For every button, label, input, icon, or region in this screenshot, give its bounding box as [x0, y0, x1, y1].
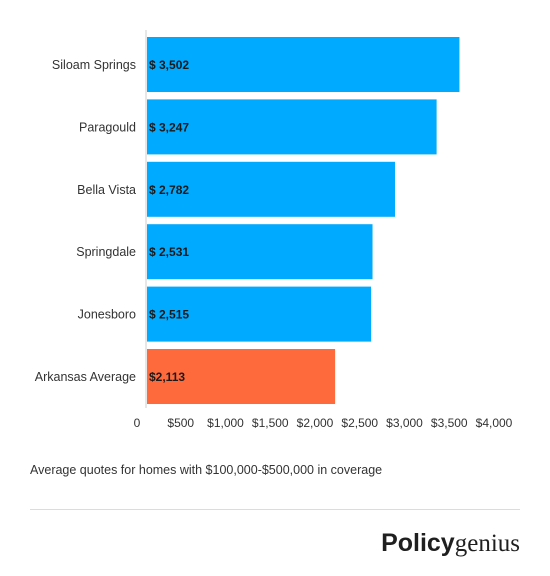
x-tick-label-4000: $4,000: [476, 416, 513, 430]
policygenius-logo: Policygenius: [381, 528, 520, 559]
x-tick-labels-group: 0 $500 $1,000 $1,500 $2,000 $2,500 $3,000 $3,50…: [134, 416, 513, 430]
bar-chart: Siloam Springs Paragould Bella Vista Spring…: [35, 30, 513, 430]
x-tick-label-0: 0: [134, 416, 141, 430]
value-label-paragould: $ 3,247: [149, 120, 189, 134]
logo-text-light: genius: [454, 530, 520, 557]
x-tick-label-2500: $2,500: [341, 416, 378, 430]
value-label-siloam-springs: $ 3,502: [149, 58, 189, 72]
category-label-springdale: Springdale: [76, 245, 136, 259]
chart-caption: Average quotes for homes with $100,000-$…: [30, 463, 383, 477]
bar-siloam-springs: [147, 37, 460, 92]
value-labels-group: $ 3,502 $ 3,247 $ 2,782 $ 2,531 $ 2,515 $2,11…: [149, 58, 189, 384]
category-labels-group: Siloam Springs Paragould Bella Vista Spring…: [35, 58, 136, 384]
bar-springdale: [147, 224, 373, 280]
x-tick-label-1500: $1,500: [252, 416, 289, 430]
x-tick-label-500: $500: [167, 416, 194, 430]
x-tick-label-1000: $1,000: [207, 416, 244, 430]
value-label-arkansas-average: $2,113: [149, 370, 185, 384]
logo-text-bold: Policy: [381, 529, 455, 557]
bar-paragould: [147, 99, 437, 155]
value-label-jonesboro: $ 2,515: [149, 308, 189, 322]
category-label-arkansas-average: Arkansas Average: [35, 370, 136, 384]
x-tick-label-2000: $2,000: [297, 416, 334, 430]
x-tick-label-3500: $3,500: [431, 416, 468, 430]
bar-arkansas-average: [147, 349, 336, 404]
bar-bella-vista: [147, 161, 395, 217]
category-label-paragould: Paragould: [79, 120, 136, 134]
value-label-bella-vista: $ 2,782: [149, 183, 189, 197]
category-label-bella-vista: Bella Vista: [77, 183, 136, 197]
divider: [30, 509, 520, 510]
category-label-siloam-springs: Siloam Springs: [52, 58, 136, 72]
bars-group: [147, 37, 460, 404]
x-tick-label-3000: $3,000: [386, 416, 423, 430]
value-label-springdale: $ 2,531: [149, 245, 189, 259]
category-label-jonesboro: Jonesboro: [78, 308, 136, 322]
bar-jonesboro: [147, 286, 372, 342]
